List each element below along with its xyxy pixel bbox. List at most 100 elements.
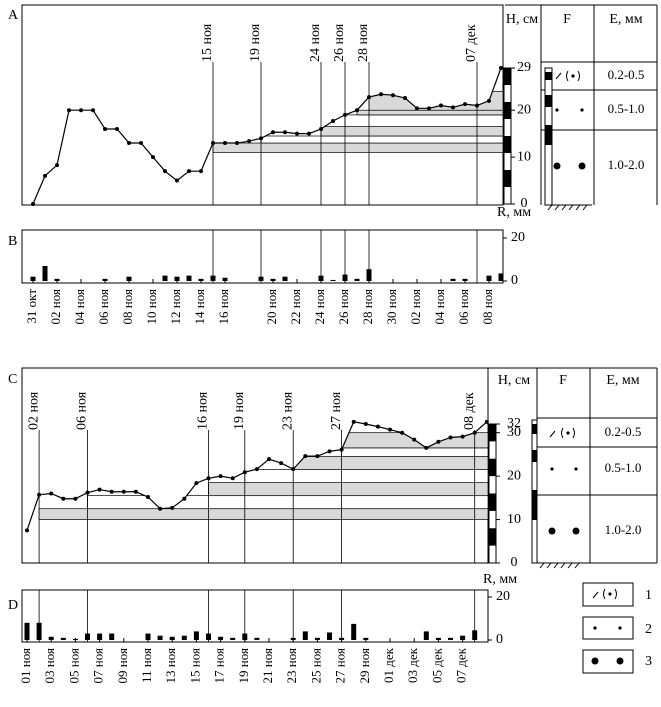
x-tick-label: 05 ноя	[66, 648, 81, 683]
bar	[282, 276, 288, 281]
symbol-part	[561, 427, 575, 439]
point	[85, 490, 90, 495]
bar	[254, 637, 260, 640]
x-tick-label: 26 ноя	[336, 289, 351, 324]
bar	[450, 278, 456, 281]
x-tick-label: 03 дек	[405, 647, 420, 683]
bar	[162, 275, 168, 281]
panel-label: A	[8, 8, 19, 23]
legend-label: 1	[645, 588, 652, 603]
side-table: H, см F E, мм 0.2-0.5 0.5-1.0 1.0-2.0	[505, 4, 658, 211]
symbol-fine	[549, 427, 575, 439]
x-tick-label: 29 ноя	[357, 648, 372, 683]
bar	[498, 273, 504, 281]
x-tick-label: 21 ноя	[260, 648, 275, 683]
point	[339, 447, 344, 452]
symbol-part	[566, 431, 570, 435]
point	[448, 435, 453, 440]
point	[291, 467, 296, 472]
legend-label: 2	[645, 622, 652, 637]
bar	[109, 633, 115, 640]
bar	[448, 637, 453, 640]
point	[319, 126, 323, 131]
y-tick-label: 10	[517, 149, 531, 164]
x-tick-label: 24 ноя	[312, 289, 327, 324]
axis-bar-part	[489, 458, 496, 477]
snow-layer	[244, 469, 488, 483]
symbol-medium	[618, 626, 622, 630]
bar	[302, 631, 308, 640]
symbol-coarse	[591, 657, 599, 665]
symbol-part	[549, 430, 556, 438]
point	[127, 141, 131, 146]
event-label: 24 ноя	[308, 23, 323, 62]
point	[388, 427, 392, 432]
table-header: F	[559, 373, 567, 388]
axis-bar-part	[504, 136, 511, 153]
bar	[330, 279, 336, 281]
point	[37, 492, 42, 497]
symbol-medium	[580, 108, 584, 112]
event-label: 19 ноя	[248, 23, 263, 62]
panel-label: C	[8, 372, 17, 387]
event-label: 26 ноя	[332, 23, 347, 62]
point	[439, 103, 443, 108]
profile-bar-part	[545, 95, 552, 107]
x-tick-label: 17 ноя	[212, 648, 227, 683]
point	[187, 169, 191, 174]
snow-layer	[320, 126, 503, 137]
x-tick-label: 12 ноя	[168, 289, 183, 324]
bar	[126, 276, 132, 281]
axis-bar-part	[489, 528, 496, 546]
symbol-medium	[574, 467, 578, 471]
point	[351, 419, 356, 424]
axis-bar-part	[489, 424, 496, 442]
point	[279, 461, 284, 466]
bar	[230, 637, 236, 640]
point	[484, 419, 489, 424]
x-tick-label: 31 окт	[24, 289, 39, 324]
legend-box	[582, 582, 634, 607]
y-tick-label: 20	[517, 102, 531, 117]
event-label: 28 ноя	[356, 23, 371, 62]
symbol-medium	[593, 626, 597, 630]
point	[109, 489, 114, 494]
x-tick-label: 14 ноя	[192, 289, 207, 324]
table-header: E, мм	[606, 373, 639, 388]
snow-layer	[38, 508, 488, 520]
point	[139, 141, 143, 146]
point	[247, 139, 251, 144]
snow-layer	[260, 135, 503, 144]
bar	[472, 630, 478, 640]
point	[218, 474, 223, 479]
table-header: E, мм	[609, 12, 642, 27]
x-tick-label: 16 ноя	[216, 289, 231, 324]
bar	[193, 631, 199, 640]
y-tick-label: 20	[496, 589, 510, 604]
side-table: H, см F E, мм 0.2-0.5 0.5-1.0 1.0-2.0	[488, 367, 658, 569]
point	[343, 112, 347, 117]
bar	[342, 274, 348, 281]
x-tick-label: 11 ноя	[139, 648, 154, 683]
symbol-coarse	[578, 162, 586, 170]
snow-layer	[208, 482, 488, 497]
plot-frame	[21, 589, 489, 643]
x-tick-label: 27 ноя	[333, 648, 348, 683]
profile-bar-part	[532, 424, 537, 434]
point	[182, 496, 187, 501]
point	[436, 439, 441, 444]
point	[79, 108, 83, 113]
bar	[206, 633, 211, 640]
point	[315, 454, 320, 459]
point	[146, 494, 150, 499]
x-tick-label: 07 дек	[454, 647, 469, 683]
x-tick-label: 06 ноя	[96, 289, 111, 324]
point	[170, 505, 175, 510]
y-tick-label: 32	[507, 416, 521, 431]
x-tick-label: 30 ноя	[384, 289, 399, 324]
point	[303, 454, 308, 459]
point	[331, 118, 335, 123]
bar	[242, 633, 248, 640]
axis-bar-part	[504, 102, 511, 119]
point	[367, 95, 371, 100]
